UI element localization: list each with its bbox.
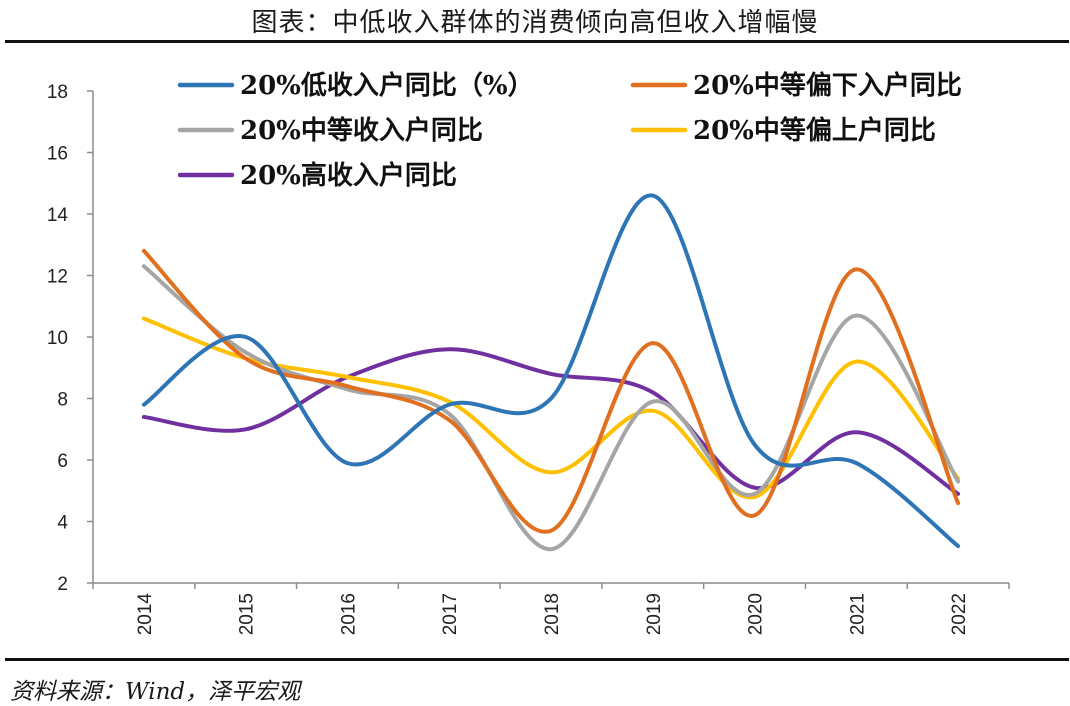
legend-label-2: 20%中等收入户同比 (240, 115, 483, 146)
series-line-2 (141, 264, 961, 552)
series-lines (141, 193, 961, 552)
y-tick-label: 4 (57, 513, 68, 534)
y-tick-label: 18 (47, 82, 68, 103)
y-tick-label: 14 (47, 205, 69, 226)
series-line-4 (141, 347, 961, 496)
x-tick-label: 2020 (746, 593, 767, 635)
legend: 20%低收入户同比（%） 20%中等偏下入户同比 20%中等收入户同比 20%中等偏上… (177, 70, 962, 191)
y-tick-label: 16 (47, 144, 68, 165)
x-tick-label: 2014 (135, 593, 156, 636)
y-tick-label: 8 (57, 390, 68, 411)
y-tick-label: 6 (57, 451, 68, 472)
x-tick-label: 2016 (338, 593, 359, 635)
y-tick-label: 10 (47, 328, 68, 349)
series-line-1 (141, 248, 961, 534)
bottom-rule (5, 658, 1069, 661)
series-line-0 (141, 193, 961, 549)
legend-label-1: 20%中等偏下入户同比 (693, 70, 962, 101)
y-tick-label: 2 (57, 574, 68, 595)
axes: 2 4 6 8 10 12 14 16 18 2014 2015 2016 2017 2018 2019 20… (47, 82, 1010, 636)
x-tick-label: 2021 (847, 593, 868, 635)
legend-label-0: 20%低收入户同比（%） (240, 70, 534, 101)
x-tick-label: 2018 (542, 593, 563, 635)
x-tick-label: 2017 (440, 593, 461, 635)
legend-label-4: 20%高收入户同比 (240, 160, 457, 191)
y-tick-label: 12 (47, 267, 68, 288)
source-note: 资料来源：Wind，泽平宏观 (10, 679, 301, 705)
x-tick-label: 2019 (644, 593, 665, 635)
legend-label-3: 20%中等偏上户同比 (693, 115, 936, 146)
series-line-3 (141, 316, 961, 500)
x-tick-label: 2015 (237, 593, 258, 635)
x-tick-label: 2022 (949, 593, 970, 635)
top-rule (5, 40, 1069, 43)
chart-title: 图表：中低收入群体的消费倾向高但收入增幅慢 (251, 8, 819, 38)
